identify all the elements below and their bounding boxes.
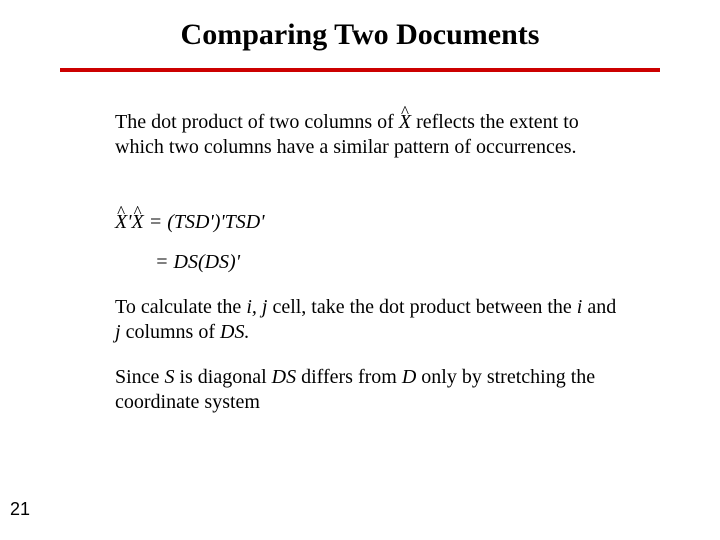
paragraph-3: Since S is diagonal DS differs from D on…	[115, 365, 625, 415]
caret-icon: ^	[134, 201, 142, 222]
paragraph-1: The dot product of two columns of ^X ref…	[115, 110, 625, 160]
p3-t3: differs from	[296, 366, 402, 388]
p3-t1: Since	[115, 366, 164, 388]
title-rule	[60, 68, 660, 72]
p2-ds: DS.	[220, 321, 249, 343]
x-hat-2: ^X	[132, 210, 144, 235]
page-number: 21	[10, 499, 30, 520]
p3-ds: DS	[272, 366, 296, 388]
p2-t3: and	[582, 296, 616, 318]
slide-title: Comparing Two Documents	[0, 18, 720, 52]
caret-icon: ^	[117, 201, 125, 222]
slide: Comparing Two Documents The dot product …	[0, 0, 720, 540]
x-hat-1: ^X	[115, 210, 127, 235]
p2-t4: columns of	[121, 321, 220, 343]
p2-t2: cell, take the dot product between the	[267, 296, 576, 318]
x-hat: ^X	[399, 110, 411, 135]
p1-pre: The dot product of two columns of	[115, 111, 399, 133]
caret-icon: ^	[401, 101, 409, 122]
p3-s: S	[164, 366, 174, 388]
equation-2: = DS(DS)'	[155, 250, 665, 275]
eq1-rhs: = (TSD')'TSD'	[144, 211, 265, 233]
paragraph-2: To calculate the i, j cell, take the dot…	[115, 295, 625, 345]
p3-t2: is diagonal	[174, 366, 271, 388]
equation-1: ^X'^X = (TSD')'TSD'	[115, 210, 625, 235]
p3-d: D	[402, 366, 416, 388]
p2-t1: To calculate the	[115, 296, 246, 318]
eq2-text: = DS(DS)'	[155, 251, 240, 273]
p2-ij: i, j	[246, 296, 267, 318]
